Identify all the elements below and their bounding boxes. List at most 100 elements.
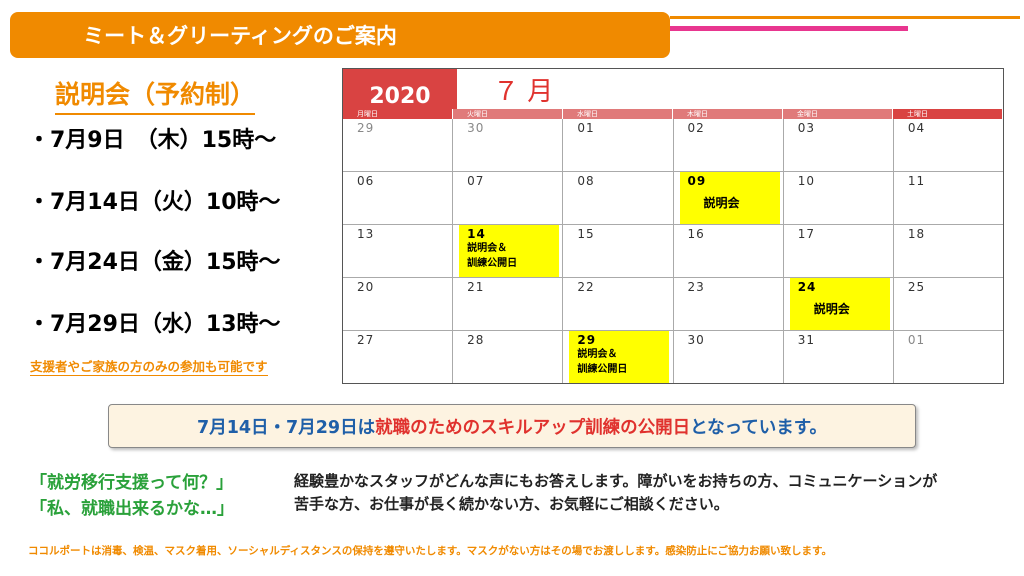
day-number: 13 [357,227,375,241]
calendar-day: 10 [784,172,894,224]
day-number: 24 [797,280,817,294]
day-number: 11 [907,174,926,188]
calendar-day: 11 [894,172,1003,224]
event-highlight: 24 説明会 [789,278,890,330]
calendar-day: 01 [894,331,1003,383]
calendar-month: ７ 月 [493,77,554,107]
calendar-day: 14 説明会＆ 訓練公開日 [453,225,564,277]
page-banner: ミート＆グリーティングのご案内 [10,12,670,58]
calendar-week: 06 07 08 09 説明会 10 11 [343,171,1003,224]
calendar-day: 23 [674,278,784,330]
calendar-day: 04 [894,119,1003,171]
day-number: 30 [467,121,485,135]
day-number: 29 [357,121,375,135]
session-item: ・7月29日（水）13時～ [28,312,281,337]
calendar-day: 13 [343,225,454,277]
calendar-week: 20 21 22 23 24 説明会 25 [343,277,1003,330]
calendar-weekday-header: 月曜日 火曜日 水曜日 木曜日 金曜日 土曜日 [343,109,1003,119]
calendar-week: 13 14 説明会＆ 訓練公開日 15 16 17 18 [343,224,1003,277]
day-number: 29 [577,333,597,347]
day-number: 17 [797,227,815,241]
calendar-day: 07 [453,172,564,224]
calendar-day: 30 [674,331,784,383]
event-label: 説明会 [813,302,850,316]
day-number: 20 [357,280,375,294]
callout-highlight: 就職のためのスキルアップ訓練の公開日 [375,417,691,438]
calendar-day: 03 [784,119,894,171]
day-number: 02 [687,121,705,135]
event-highlight: 14 説明会＆ 訓練公開日 [459,225,560,277]
calendar-day: 02 [674,119,784,171]
callout-tail: となっています。 [690,417,827,438]
event-label: 説明会＆ 訓練公開日 [577,349,628,375]
calendar: 2020 ７ 月 月曜日 火曜日 水曜日 木曜日 金曜日 土曜日 29 30 01 02 03 04… [342,68,1004,384]
calendar-day: 01 [563,119,674,171]
calendar-day: 28 [453,331,564,383]
day-number: 01 [577,121,595,135]
callout-dates: 7月14日・7月29日は [197,417,376,438]
calendar-grid: 月曜日 火曜日 水曜日 木曜日 金曜日 土曜日 29 30 01 02 03 04 06 07 08 09 説… [343,109,1003,383]
day-number: 07 [467,174,485,188]
faq-question-1: 「就労移行支援って何？」 [30,473,234,493]
calendar-day: 25 [894,278,1003,330]
calendar-day: 08 [563,172,674,224]
day-number: 22 [577,280,595,294]
day-number: 28 [467,333,485,347]
calendar-day: 31 [784,331,894,383]
calendar-day: 30 [453,119,564,171]
event-highlight: 29 説明会＆ 訓練公開日 [569,331,670,383]
day-number: 31 [797,333,815,347]
event-highlight: 09 説明会 [679,172,780,224]
calendar-week: 27 28 29 説明会＆ 訓練公開日 30 31 01 [343,330,1003,383]
weekday-label: 火曜日 [453,109,563,119]
faq-answer: 経験豊かなスタッフがどんな声にもお答えします。障がいをお持ちの方、コミュニケーシ… [294,472,938,513]
calendar-day: 15 [563,225,674,277]
weekday-label: 土曜日 [893,109,1003,119]
decorative-stripe-orange [670,16,1020,19]
day-number: 15 [577,227,595,241]
day-number: 16 [687,227,705,241]
day-number: 10 [797,174,815,188]
open-day-callout: 7月14日・7月29日は 就職のためのスキルアップ訓練の公開日 となっています。 [108,404,916,448]
calendar-day: 21 [453,278,564,330]
day-number: 04 [907,121,926,135]
calendar-day: 17 [784,225,894,277]
day-number: 14 [467,227,486,241]
calendar-day: 29 [343,119,454,171]
calendar-day: 27 [343,331,454,383]
day-number: 09 [687,174,707,188]
sessions-note: 支援者やご家族の方のみの参加も可能です [30,356,268,376]
calendar-day: 20 [343,278,454,330]
calendar-day: 29 説明会＆ 訓練公開日 [563,331,674,383]
calendar-day: 18 [894,225,1003,277]
day-number: 27 [357,333,375,347]
day-number: 30 [687,333,705,347]
day-number: 21 [467,280,485,294]
weekday-label: 木曜日 [673,109,783,119]
day-number: 06 [357,174,375,188]
calendar-year: 2020 [343,69,457,109]
calendar-day: 22 [563,278,674,330]
day-number: 08 [577,174,595,188]
calendar-day: 24 説明会 [784,278,894,330]
faq-question-2: 「私、就職出来るかな…」 [30,499,234,519]
banner-title: ミート＆グリーティングのご案内 [83,24,397,48]
calendar-week: 29 30 01 02 03 04 [343,119,1003,171]
footer-notice: ココルポートは消毒、検温、マスク着用、ソーシャルディスタンスの保持を遵守いたしま… [28,545,832,557]
day-number: 03 [797,121,815,135]
decorative-stripe-pink [670,26,908,31]
session-item: ・7月14日（火）10時～ [28,190,281,215]
sessions-heading: 説明会（予約制） [55,75,256,115]
day-number: 18 [907,227,926,241]
session-item: ・7月24日（金）15時～ [28,250,281,275]
event-label: 説明会 [703,196,740,210]
calendar-day: 09 説明会 [674,172,784,224]
weekday-label: 月曜日 [343,109,453,119]
calendar-day: 06 [343,172,454,224]
weekday-label: 水曜日 [563,109,673,119]
day-number: 01 [907,333,926,347]
calendar-day: 16 [674,225,784,277]
weekday-label: 金曜日 [783,109,893,119]
day-number: 25 [907,280,926,294]
session-item: ・7月9日 （木）15時～ [28,128,277,153]
